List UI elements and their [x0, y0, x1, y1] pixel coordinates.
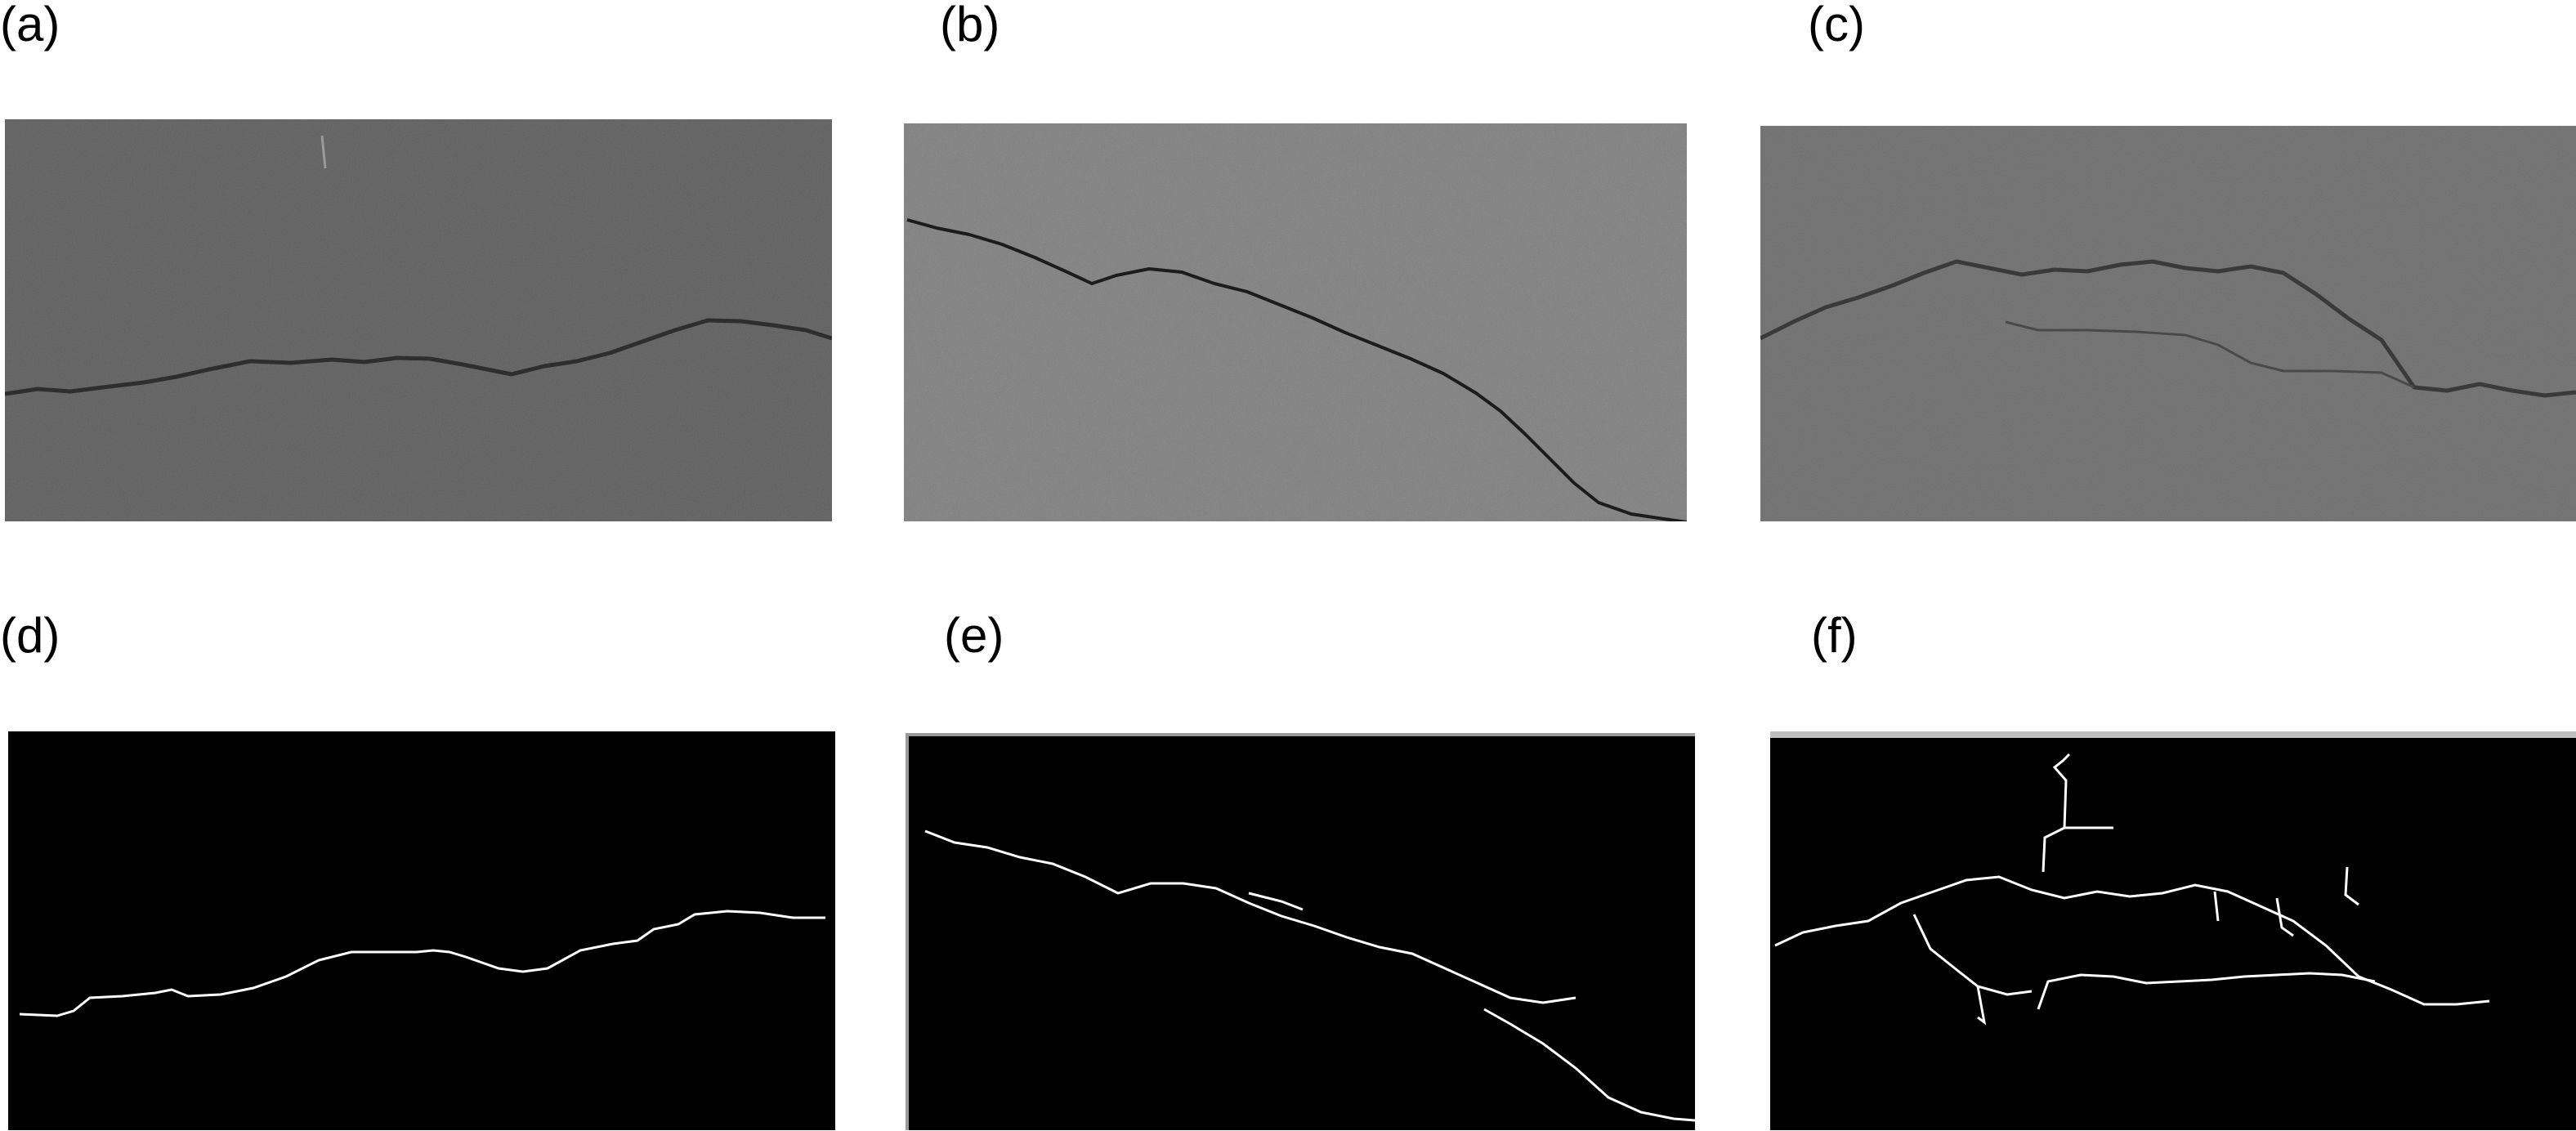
mask-e-graphic: [906, 733, 1695, 1130]
pavement-photo-b: [904, 123, 1687, 521]
mask-d-graphic: [19, 910, 825, 1017]
crack-skeleton-main: [1774, 875, 2490, 1006]
top-border: [1770, 731, 2576, 738]
crack-line: [1760, 259, 2576, 398]
panel-label-d: (d): [0, 608, 60, 663]
panel-label-b: (b): [940, 0, 1000, 51]
crack-mask-d: [8, 731, 835, 1130]
left-border: [906, 733, 909, 1130]
crack-branch-right-top: [2344, 866, 2359, 906]
crack-skeleton-lower: [1483, 1008, 1695, 1122]
mask-f-graphic: [1770, 731, 2576, 1026]
crack-line: [5, 318, 832, 396]
crack-skeleton: [924, 829, 1576, 1004]
crack-branch: [1248, 892, 1304, 911]
photo-c-graphic: [1760, 126, 2576, 521]
crack-mask-e: [906, 733, 1695, 1130]
crack-branch-lower: [2037, 972, 2376, 1010]
panel-label-a: (a): [0, 0, 60, 51]
crack-branch-up: [2042, 826, 2113, 873]
crack-line: [906, 218, 1687, 521]
panel-label-e: (e): [944, 608, 1004, 663]
crack-branch-left: [1912, 914, 2033, 996]
secondary-crack-line: [2005, 320, 2415, 389]
panel-label-f: (f): [1811, 608, 1858, 663]
crack-branch-mid: [2213, 891, 2220, 922]
pavement-photo-a: [5, 119, 832, 521]
top-border: [906, 733, 1695, 736]
crack-branch-stub: [1976, 986, 1987, 1026]
pavement-photo-c: [1760, 126, 2576, 521]
photo-b-graphic: [904, 123, 1687, 521]
panel-label-c: (c): [1808, 0, 1865, 51]
streak-mark: [320, 135, 327, 169]
photo-a-graphic: [5, 119, 832, 521]
crack-mask-f: [1770, 731, 2576, 1130]
crack-skeleton: [19, 910, 825, 1017]
crack-branch-top: [2052, 753, 2071, 829]
crack-branch-right: [2275, 897, 2294, 937]
